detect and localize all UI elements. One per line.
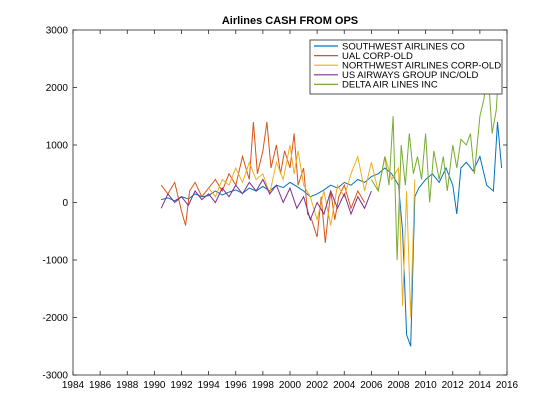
x-tick-label: 2010 [415, 380, 438, 391]
legend-label-2: NORTHWEST AIRLINES CORP-OLD [342, 61, 501, 72]
x-tick-label: 2004 [333, 380, 356, 391]
x-tick-label: 2012 [442, 380, 465, 391]
y-tick-label: 0 [62, 198, 68, 209]
x-tick-label: 2016 [496, 380, 519, 391]
y-tick-label: 1000 [46, 141, 69, 152]
series-line-2 [208, 144, 416, 318]
legend-label-4: DELTA AIR LINES INC [342, 80, 438, 91]
y-axis: -3000 -2000 -1000 0 1000 2000 3000 [42, 26, 507, 382]
series-line-3 [160, 178, 372, 222]
x-tick-label: 1988 [116, 380, 139, 391]
y-tick-label: -2000 [42, 313, 68, 324]
y-tick-label: 3000 [46, 26, 69, 37]
x-tick-label: 1984 [62, 380, 85, 391]
series-line-4 [370, 47, 501, 261]
y-tick-label: 2000 [46, 83, 69, 94]
x-tick-label: 1996 [225, 380, 248, 391]
x-axis: 1984 1986 1988 1990 1992 1994 1996 1998 2000 2002… [62, 30, 519, 391]
series-line-0 [161, 121, 503, 347]
x-tick-label: 1990 [143, 380, 166, 391]
x-tick-label: 2014 [469, 380, 492, 391]
x-tick-label: 2006 [360, 380, 383, 391]
y-tick-label: -3000 [42, 371, 68, 382]
x-tick-label: 1994 [198, 380, 221, 391]
legend-label-3: US AIRWAYS GROUP INC/OLD [342, 70, 479, 81]
legend-label-1: UAL CORP-OLD [342, 51, 413, 62]
chart-title: Airlines CASH FROM OPS [222, 15, 358, 27]
y-tick-label: -1000 [42, 256, 68, 267]
x-tick-label: 1992 [170, 380, 193, 391]
x-tick-label: 1986 [89, 380, 112, 391]
x-tick-label: 2002 [306, 380, 329, 391]
legend-box [309, 39, 503, 95]
series-line-1 [160, 121, 366, 243]
x-tick-label: 1998 [252, 380, 275, 391]
legend-label-0: SOUTHWEST AIRLINES CO [342, 41, 465, 52]
x-tick-label: 2000 [279, 380, 302, 391]
x-tick-label: 2008 [387, 380, 410, 391]
